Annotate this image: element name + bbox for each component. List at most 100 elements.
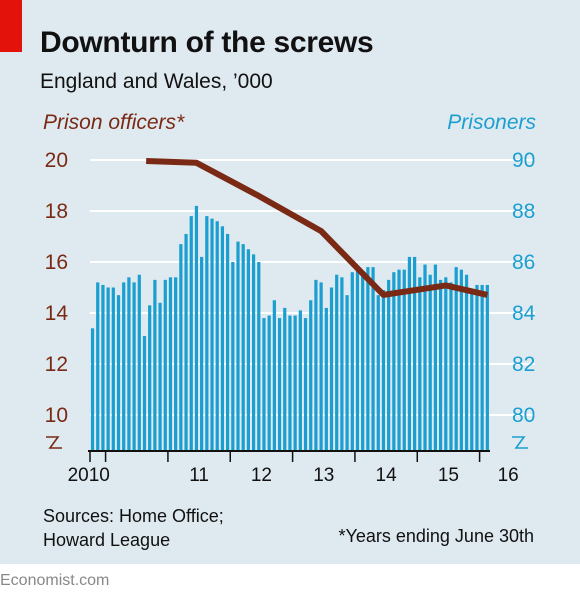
prisoners-bar: [251, 254, 256, 450]
economist-red-tag: [0, 0, 22, 52]
footnote: *Years ending June 30th: [338, 526, 535, 546]
prisoners-bar: [298, 310, 302, 450]
prisoners-bar: [272, 300, 276, 450]
prisoners-bar: [148, 305, 152, 450]
prisoners-bar: [200, 256, 204, 450]
x-tick-label: 11: [189, 465, 209, 486]
prisoners-bar: [215, 221, 219, 450]
prisoners-bar: [413, 256, 417, 450]
x-tick-label: 13: [313, 465, 334, 486]
prisoners-bar: [277, 318, 282, 450]
right-axis-break-icon: [512, 436, 528, 449]
source-line-1: Sources: Home Office;: [43, 506, 224, 526]
prisoners-bar: [444, 277, 448, 450]
source-note: Sources: Home Office; Howard League: [43, 504, 224, 552]
prisoners-bar: [470, 292, 474, 450]
prisoners-bar: [314, 279, 318, 450]
prisoners-bar: [366, 267, 370, 450]
prisoners-bar: [303, 318, 308, 450]
prisoners-bar: [392, 272, 396, 450]
prisoners-bar: [127, 277, 131, 450]
right-tick-label: 86: [512, 251, 535, 274]
prisoners-bar: [241, 244, 245, 450]
left-axis-break-icon: [46, 436, 62, 449]
prisoners-bar: [179, 244, 183, 450]
right-tick-label: 80: [512, 404, 535, 427]
prisoners-bar: [397, 269, 401, 450]
prisoners-bar: [381, 290, 386, 450]
prisoners-bar: [319, 282, 323, 450]
prisoners-bar: [116, 295, 121, 450]
prisoners-bar: [407, 256, 412, 450]
prisoners-bar: [449, 282, 453, 450]
prisoners-bar: [262, 318, 266, 450]
prisoners-bar: [355, 269, 360, 450]
prisoners-bar: [96, 282, 100, 450]
prisoners-bar: [106, 287, 110, 450]
prisoners-bar: [205, 216, 209, 450]
prisoners-bar: [122, 282, 126, 450]
prisoners-bar: [454, 267, 458, 450]
prisoners-bar: [324, 307, 328, 450]
prisoners-bar: [335, 274, 339, 450]
prisoners-bar: [283, 307, 287, 450]
prisoners-bar: [137, 274, 141, 450]
prisoners-bar: [210, 218, 214, 450]
prisoners-bar: [231, 262, 235, 450]
prisoners-bar: [226, 233, 230, 450]
prisoners-bar: [267, 315, 271, 450]
left-tick-label: 20: [45, 149, 68, 172]
prisoners-bar: [480, 284, 484, 450]
x-tick-label: 12: [251, 465, 272, 486]
prisoners-bar: [168, 277, 173, 450]
prisoners-bar: [340, 277, 344, 450]
right-tick-label: 88: [512, 200, 535, 223]
prisoners-bar: [153, 279, 157, 450]
chart-panel: [0, 0, 580, 564]
prisoners-bar: [361, 274, 365, 450]
prisoners-bar: [257, 262, 261, 450]
prisoners-bar: [101, 284, 105, 450]
prisoners-bar: [428, 274, 432, 450]
prisoners-bar: [90, 328, 95, 450]
prisoners-bar: [423, 264, 427, 450]
left-tick-label: 14: [45, 302, 69, 325]
left-axis-label: Prison officers*: [43, 111, 185, 134]
prisoners-bar: [402, 269, 406, 450]
left-tick-label: 16: [45, 251, 68, 274]
prisoners-bar: [485, 284, 489, 450]
prisoners-bar: [236, 241, 240, 450]
prisoners-bar: [293, 315, 297, 450]
prison-officers-line: [146, 158, 489, 298]
prisoners-bar: [194, 205, 199, 450]
prisoners-bar: [371, 267, 375, 450]
source-line-2: Howard League: [43, 530, 171, 550]
right-tick-label: 90: [512, 149, 535, 172]
prisoners-bar: [387, 279, 391, 450]
prisoners-bar: [142, 335, 147, 450]
prisoners-bar: [438, 279, 443, 450]
right-tick-label: 84: [512, 302, 536, 325]
prisoners-bar: [246, 249, 250, 450]
dual-axis-chart: 2010 11 12 13 14 15 16 20 18 16 14 12 10 90 88 86 84 82 80: [45, 149, 536, 486]
x-tick-label: 2010: [68, 465, 110, 486]
prisoners-bar: [309, 300, 313, 450]
prisoners-bar: [111, 287, 115, 450]
prisoners-bar: [376, 295, 380, 450]
right-tick-label: 82: [512, 353, 535, 376]
left-tick-label: 10: [45, 404, 68, 427]
chart-subtitle: England and Wales, ’000: [40, 70, 273, 93]
prisoners-bar: [464, 274, 469, 450]
prisoners-bar: [329, 287, 334, 450]
prisoners-bar: [220, 226, 225, 450]
prisoners-bar: [475, 284, 479, 450]
prisoners-bar: [459, 269, 463, 450]
prisoners-bar: [158, 302, 162, 450]
prisoners-bar: [189, 216, 193, 450]
left-tick-label: 18: [45, 200, 68, 223]
prisoners-bar: [163, 279, 167, 450]
prisoners-bar: [184, 233, 188, 450]
prisoners-bar: [132, 282, 136, 450]
prisoners-bar: [174, 277, 178, 450]
prisoners-bar: [433, 264, 438, 450]
